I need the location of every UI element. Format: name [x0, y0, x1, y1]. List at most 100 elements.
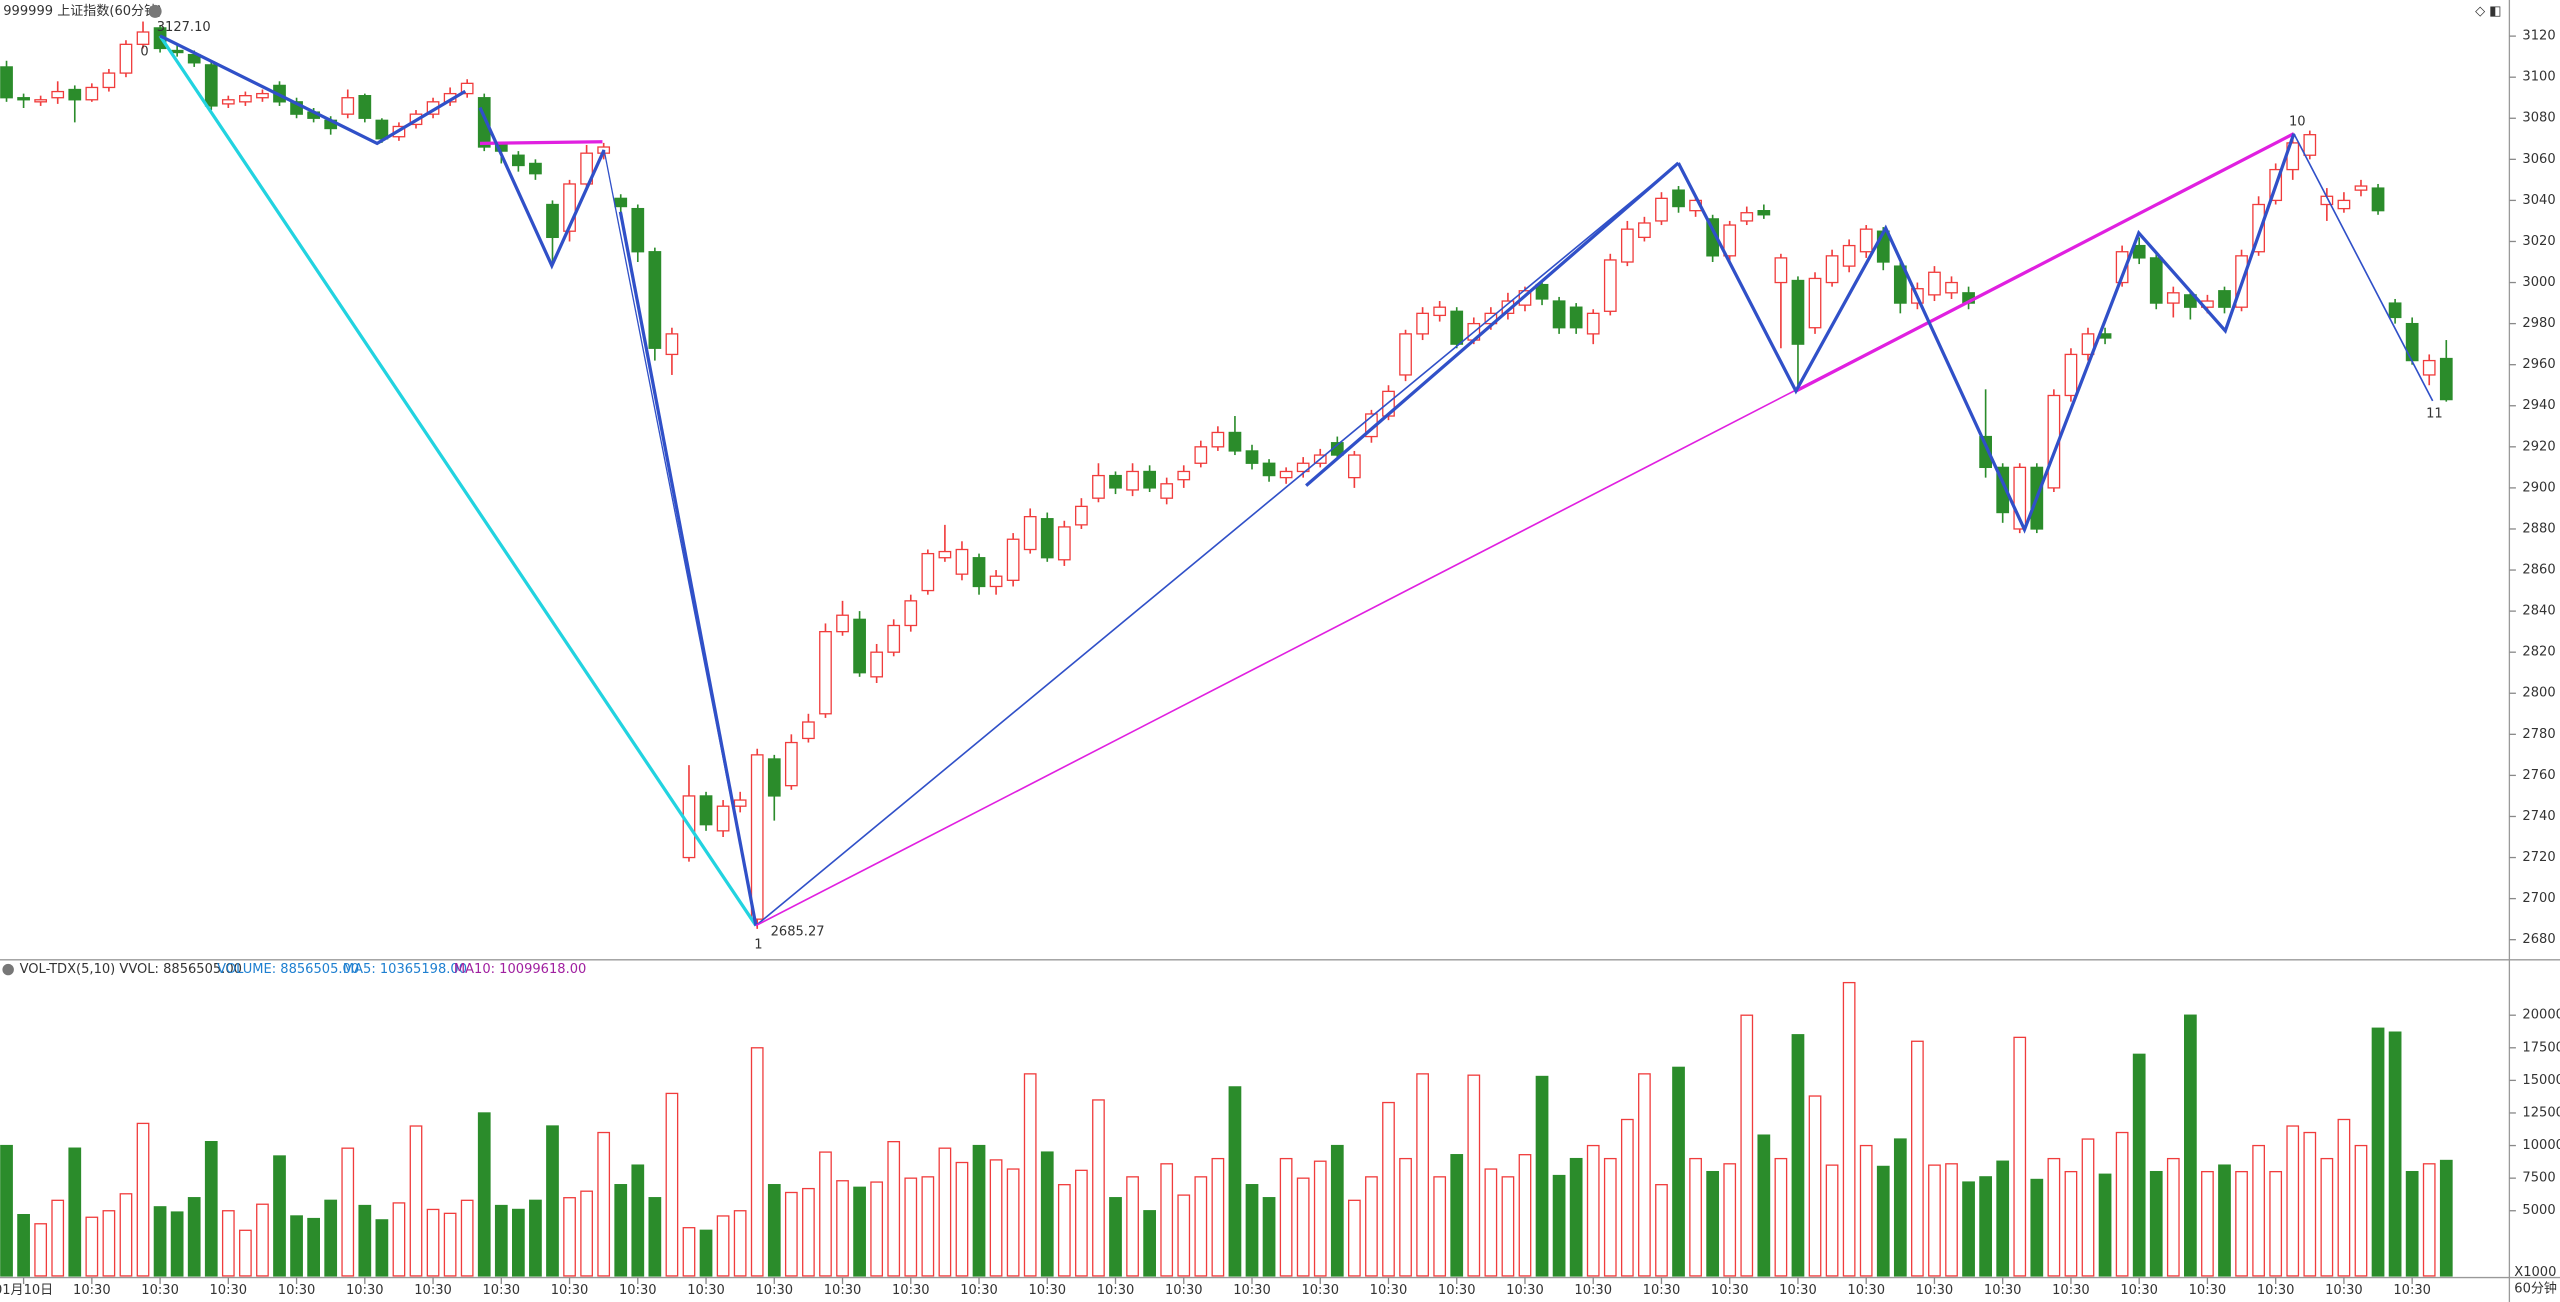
candle-body: [1109, 474, 1122, 489]
candle-body: [1057, 526, 1071, 561]
volume-bar: [2047, 1157, 2061, 1277]
legend-entry: MA5: 10365198.00: [343, 962, 467, 977]
candle-body: [1347, 454, 1361, 479]
volume-bar: [1211, 1157, 1225, 1277]
x-tick-label: 10:30: [1438, 1283, 1476, 1298]
y-tick-label: 7500: [2522, 1171, 2555, 1186]
candle-body: [529, 162, 542, 175]
volume-bar: [2252, 1144, 2265, 1277]
volume-bar: [341, 1147, 355, 1277]
y-tick-label: 2680: [2522, 932, 2555, 947]
volume-bar: [1177, 1194, 1191, 1277]
volume-bar: [2337, 1118, 2351, 1277]
candle-body: [2115, 251, 2129, 284]
candle-body: [2252, 203, 2265, 253]
y-tick-label: 2940: [2522, 398, 2555, 413]
candle-body: [2303, 134, 2317, 156]
x-tick-label: 10:30: [1779, 1283, 1817, 1298]
volume-bar: [102, 1210, 116, 1277]
volume-bar: [1075, 1169, 1088, 1277]
volume-bar: [1672, 1066, 1685, 1277]
x-tick-label: 10:30: [1165, 1283, 1203, 1298]
x-tick-label: 10:30: [960, 1283, 998, 1298]
volume-bar: [1552, 1174, 1566, 1277]
settings-icon[interactable]: [2, 963, 14, 976]
volume-bar: [1945, 1163, 1958, 1277]
x-tick-label: 10:30: [73, 1283, 111, 1298]
volume-bar: [1040, 1151, 1054, 1277]
volume-bar: [1245, 1184, 1259, 1277]
candle-body: [1620, 228, 1634, 263]
volume-bar: [938, 1147, 952, 1277]
x-tick-label: 10:30: [755, 1283, 793, 1298]
volume-bar: [2064, 1170, 2078, 1277]
volume-bar: [1825, 1164, 1839, 1277]
x-tick-label: 10:30: [1916, 1283, 1954, 1298]
candle-body: [1586, 312, 1600, 335]
candle-body: [1262, 462, 1276, 477]
candle-body: [34, 99, 48, 103]
volume-bar: [1347, 1199, 1361, 1277]
candle-body: [204, 64, 218, 107]
period-label: 60分钟: [2514, 1280, 2557, 1296]
candle-body: [904, 600, 918, 627]
y-tick-label: 20000: [2522, 1008, 2560, 1023]
volume-bar: [1279, 1157, 1293, 1277]
candle-body: [563, 183, 576, 232]
candle-body: [870, 651, 884, 678]
annotation: 2685.27: [771, 925, 825, 940]
candle-body: [1757, 210, 1771, 216]
y-tick-label: 2700: [2522, 891, 2555, 906]
y-tick-label: 12500: [2522, 1105, 2560, 1120]
volume-bar: [1876, 1165, 1890, 1277]
candle-body: [2183, 294, 2197, 308]
volume-bar: [2013, 1036, 2027, 1277]
volume-bar: [34, 1223, 48, 1277]
settings-icon[interactable]: [148, 4, 162, 18]
volume-bar: [494, 1204, 508, 1277]
annotation: 11: [2426, 406, 2443, 421]
candle-body: [2132, 244, 2146, 259]
volume-bar: [1092, 1099, 1105, 1277]
candle-body: [1228, 431, 1242, 452]
candle-body: [1791, 279, 1805, 345]
window-controls[interactable]: ◇ ◧: [2475, 4, 2502, 19]
y-tick-label: 2960: [2522, 357, 2555, 372]
candle-body: [938, 550, 952, 559]
volume-bar: [2303, 1131, 2317, 1277]
candle-body: [1143, 470, 1157, 489]
y-tick-label: 2720: [2522, 850, 2555, 865]
candle-body: [512, 154, 525, 167]
volume-bar: [17, 1214, 30, 1277]
x-tick-label: 10:30: [1574, 1283, 1612, 1298]
x-tick-label: 10:30: [687, 1283, 725, 1298]
candle-body: [819, 630, 832, 715]
volume-bar: [1467, 1074, 1481, 1277]
volume-bar: [2218, 1164, 2231, 1277]
volume-bar: [2149, 1170, 2163, 1277]
volume-bar: [733, 1210, 747, 1277]
candle-body: [580, 152, 593, 185]
volume-bar: [2098, 1173, 2112, 1277]
candle-body: [1603, 259, 1617, 312]
volume-bar: [2183, 1014, 2197, 1277]
volume-bar: [1893, 1138, 1907, 1277]
volume-unit: X1000: [2514, 1265, 2556, 1280]
candle-body: [256, 92, 269, 99]
volume-bar: [512, 1208, 525, 1277]
volume-bar: [699, 1229, 713, 1277]
volume-bar: [955, 1161, 969, 1277]
candle-body: [1808, 277, 1822, 329]
candle-body: [1552, 300, 1566, 329]
volume-bar: [1638, 1073, 1651, 1277]
volume-bar: [1757, 1134, 1771, 1277]
candle-body: [2354, 185, 2368, 191]
x-tick-label: 10:30: [2257, 1283, 2295, 1298]
volume-bar: [2286, 1125, 2300, 1277]
x-tick-label: 10:30: [619, 1283, 657, 1298]
x-tick-label: 10:30: [1643, 1283, 1681, 1298]
volume-bar: [443, 1212, 457, 1277]
volume-bar: [1706, 1170, 1720, 1277]
volume-bar: [477, 1112, 491, 1277]
y-tick-label: 3060: [2522, 152, 2555, 167]
